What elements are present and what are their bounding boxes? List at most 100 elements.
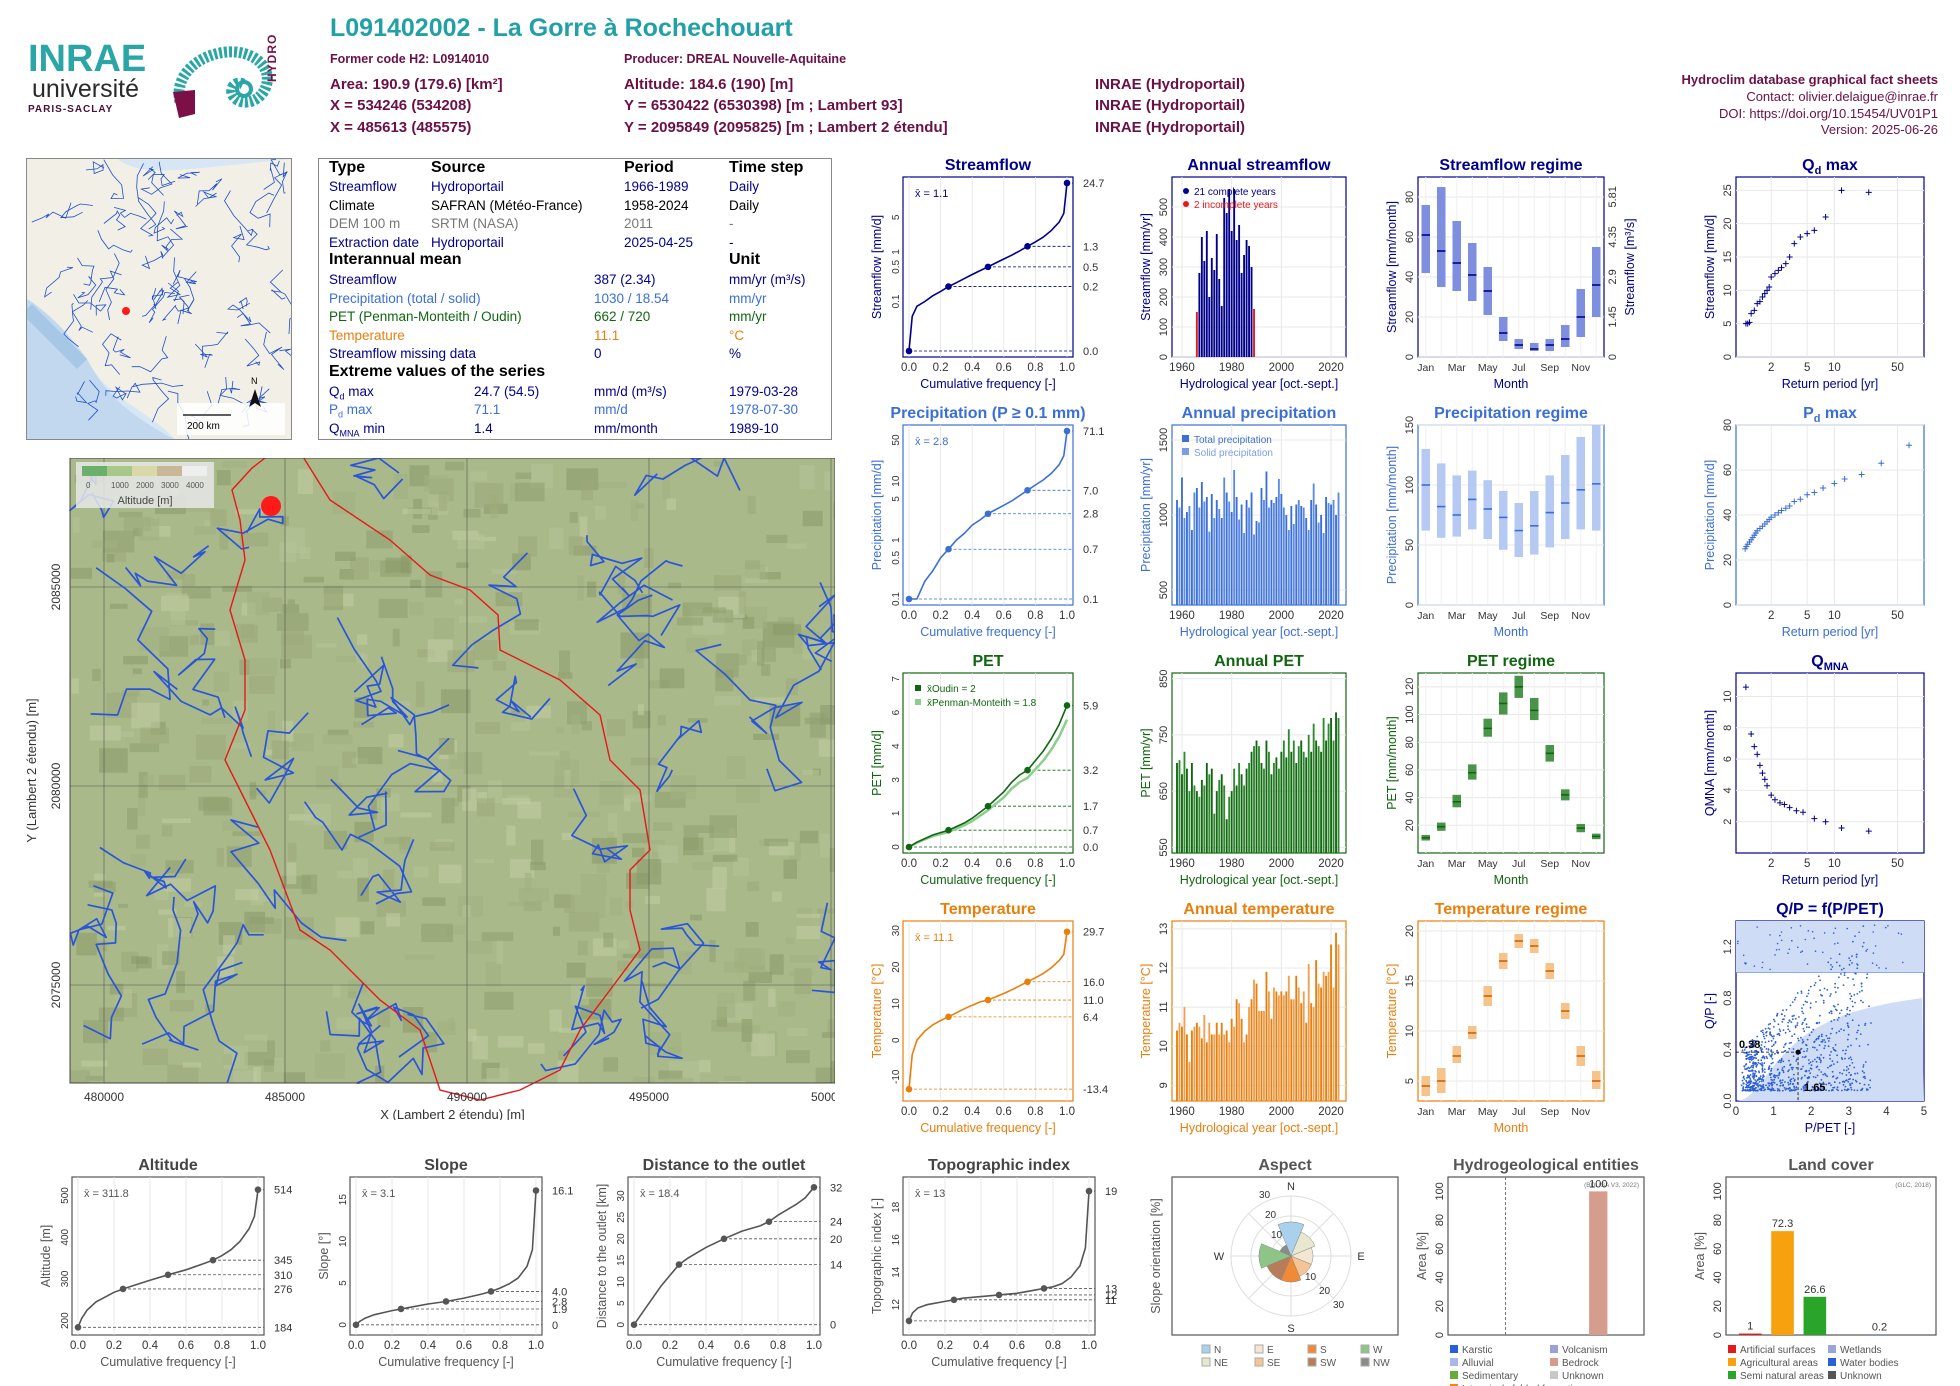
terrain-patch: [235, 623, 255, 639]
y-tick-label: 25: [616, 1211, 627, 1223]
qp-point: [1823, 1039, 1826, 1041]
aspect-sector: [1258, 1243, 1292, 1269]
extreme-cell: 1978-07-30: [729, 402, 799, 417]
legend-label: Sedimentary: [1462, 1371, 1518, 1382]
qp-point: [1803, 1050, 1805, 1053]
terrain-patch: [287, 842, 297, 862]
extreme-label: Pd max: [329, 402, 372, 420]
terrain-patch: [176, 971, 185, 993]
quantile-marker: [1040, 1285, 1048, 1292]
annual-bar: [1292, 524, 1295, 605]
qp-point: [1819, 979, 1821, 982]
qp-point: [1845, 1049, 1847, 1052]
terrain-patch: [709, 815, 737, 838]
annual-bar: [1332, 987, 1335, 1101]
qp-point: [1742, 1087, 1744, 1089]
qp-point: [1762, 1074, 1765, 1077]
overview-river-line: [73, 294, 107, 316]
qp-point: [1800, 1088, 1803, 1091]
terrain-patch: [586, 977, 613, 997]
terrain-patch: [438, 490, 448, 511]
terrain-patch: [288, 814, 313, 821]
qp-point: [1806, 1038, 1809, 1041]
terrain-patch: [376, 900, 406, 917]
annual-bar: [1315, 740, 1318, 853]
terrain-patch: [433, 618, 454, 640]
qp-point: [1849, 997, 1852, 1000]
terrain-patch: [802, 770, 819, 775]
river-line: [356, 1002, 430, 1058]
annual-bar: [1243, 533, 1246, 605]
qp-point: [1844, 1085, 1847, 1088]
terrain-patch: [630, 500, 639, 522]
ring-label: 30: [1333, 1300, 1345, 1311]
qp-point: [1827, 1082, 1830, 1085]
y-tick-label: 4: [1722, 787, 1734, 793]
annual-bar: [1292, 740, 1295, 853]
annual-bar: [1245, 1034, 1248, 1101]
terrain-patch: [753, 733, 780, 740]
terrain-patch: [473, 640, 498, 660]
terrain-patch: [182, 1062, 202, 1068]
overview-river-line: [142, 166, 156, 180]
qp-point: [1761, 1062, 1764, 1064]
qp-point: [1805, 1086, 1807, 1089]
annual-bar: [1238, 763, 1241, 853]
x-tick-label: 0.6: [996, 1106, 1012, 1118]
y-tick-label: 11: [1158, 1001, 1170, 1012]
qp-point: [1826, 1075, 1829, 1078]
qp-point: [1784, 1042, 1787, 1045]
return-period-point: [1766, 284, 1773, 290]
qp-point: [1848, 1057, 1850, 1060]
regime-box: [1498, 317, 1508, 341]
info-row-cell: Hydroportail: [431, 179, 504, 194]
interannual-cell: Streamflow: [329, 272, 397, 287]
y-tick-label: 40: [1404, 271, 1416, 283]
annual-bar: [1330, 944, 1332, 1101]
station-location-marker: [122, 307, 130, 315]
terrain-patch: [413, 866, 429, 878]
legend-swatch: [1728, 1358, 1736, 1366]
terrain-patch: [161, 951, 180, 965]
river-line: [367, 749, 452, 831]
terrain-patch: [796, 917, 826, 926]
axis-x-label: Month: [1494, 377, 1529, 391]
qp-point: [1748, 1067, 1751, 1070]
y-tick-label: 8: [1722, 725, 1734, 731]
qp-point: [1856, 1072, 1859, 1075]
qp-point: [1776, 1069, 1779, 1071]
annual-bar: [1285, 757, 1288, 853]
qp-point: [1747, 1076, 1750, 1079]
terrain-patch: [608, 813, 618, 837]
catchment-boundary: [224, 451, 651, 1101]
chart-title: Precipitation (P ≥ 0.1 mm): [890, 405, 1085, 422]
qp-point: [1840, 1009, 1843, 1012]
qp-point: [1818, 1058, 1821, 1061]
terrain-patch: [761, 664, 771, 676]
y-tick-label: 6: [891, 709, 902, 715]
terrain-patch: [170, 610, 186, 626]
qp-point: [1840, 1028, 1842, 1030]
terrain-patch: [745, 560, 761, 570]
north-label: N: [251, 376, 258, 386]
legend-swatch: [1828, 1345, 1836, 1353]
qp-point: [1837, 1003, 1839, 1006]
river-line: [623, 947, 681, 1055]
qp-point: [1747, 1081, 1749, 1084]
qp-point: [1807, 930, 1810, 932]
x-tick-label: 0.2: [662, 1340, 678, 1352]
chart-title: Land cover: [1788, 1157, 1873, 1174]
terrain-patch: [448, 752, 477, 769]
terrain-patch: [215, 631, 230, 647]
terrain-patch: [203, 797, 233, 816]
return-period-point: [1778, 264, 1785, 271]
plot-frame: [1417, 672, 1605, 854]
qp-point: [1849, 1009, 1851, 1012]
x-tick-label: 1980: [1219, 610, 1245, 622]
qp-point: [1749, 1058, 1752, 1061]
qp-point: [1761, 1064, 1764, 1066]
terrain-patch: [327, 729, 349, 736]
legend-label: Karstic: [1462, 1345, 1493, 1356]
quantile-marker: [74, 1324, 82, 1331]
overview-river-line: [140, 161, 173, 195]
